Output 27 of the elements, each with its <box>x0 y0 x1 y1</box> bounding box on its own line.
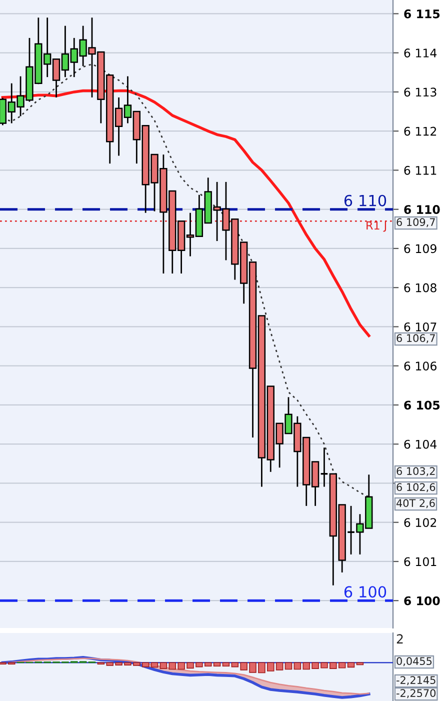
text: 40T 2,6 <box>396 499 435 508</box>
text: 0,0455 <box>396 657 432 666</box>
text: -2,2570 <box>396 689 436 698</box>
text: -2,2145 <box>396 676 436 686</box>
text: 6 102,6 <box>396 483 436 492</box>
y-tick-label: 6 104 <box>404 440 437 449</box>
text: 6 103,2 <box>396 467 435 476</box>
ref-line-label: 6 110 <box>344 194 386 206</box>
y-tick-label: 6 110 <box>404 205 440 214</box>
text: 6 106,7 <box>396 334 435 344</box>
y-tick-label: 6 111 <box>404 166 436 175</box>
y-tick-label: 6 102 <box>404 518 436 528</box>
ref-line-label: 6 100 <box>344 586 386 598</box>
y-tick-label: 6 105 <box>404 400 440 410</box>
text: 6 109,7 <box>396 218 435 228</box>
y-tick-label: 6 114 <box>404 48 437 58</box>
y-tick-label: 6 109 <box>404 244 436 254</box>
y-tick-label: 6 101 <box>404 557 436 566</box>
y-tick-label: 6 113 <box>404 88 436 97</box>
y-tick-label: 6 112 <box>404 126 436 136</box>
y-tick-label: 6 115 <box>404 9 440 18</box>
text: 2 <box>396 634 403 644</box>
y-tick-label: 6 106 <box>404 362 436 370</box>
ref-line-label: R1 J <box>366 221 386 232</box>
y-tick-label: 6 100 <box>404 596 440 606</box>
y-tick-label: 6 108 <box>404 283 436 292</box>
y-tick-label: 6 107 <box>404 322 436 332</box>
